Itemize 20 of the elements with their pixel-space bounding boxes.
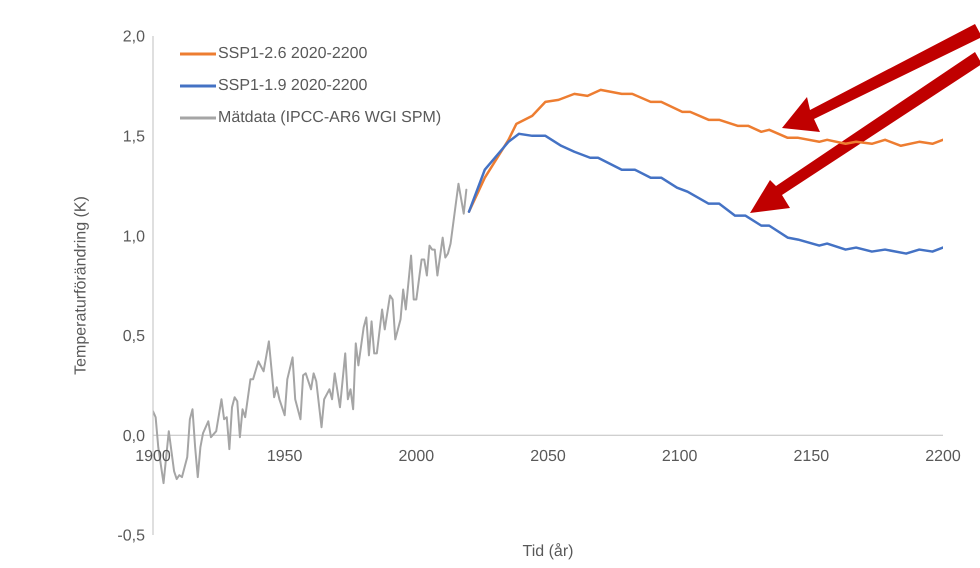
y-axis-title: Temperaturförändring (K) bbox=[72, 196, 90, 375]
x-tick-label: 2200 bbox=[925, 448, 961, 466]
x-tick-label: 2000 bbox=[398, 448, 434, 466]
y-tick-label: 0,0 bbox=[122, 428, 146, 445]
y-tick-label: 1,0 bbox=[122, 228, 146, 246]
x-tick-label: 2150 bbox=[794, 448, 830, 466]
x-tick-label: 2100 bbox=[662, 448, 698, 466]
x-tick-label: 1900 bbox=[135, 448, 171, 466]
y-tick-label: 1,5 bbox=[122, 128, 146, 146]
y-tick-label: -0,5 bbox=[117, 528, 146, 545]
legend-label: SSP1-1.9 2020-2200 bbox=[218, 77, 368, 95]
line-series bbox=[468, 132, 943, 255]
y-tick-label: 0,5 bbox=[122, 328, 146, 346]
legend-label: SSP1-2.6 2020-2200 bbox=[218, 45, 368, 63]
x-tick-label: 1950 bbox=[266, 448, 303, 466]
y-tick-label: 2,0 bbox=[122, 28, 146, 46]
line-series bbox=[468, 88, 943, 213]
legend-label: Mätdata (IPCC-AR6 WGI SPM) bbox=[218, 109, 442, 127]
x-tick-label: 2050 bbox=[530, 448, 566, 466]
x-axis-title: Tid (år) bbox=[522, 543, 574, 560]
